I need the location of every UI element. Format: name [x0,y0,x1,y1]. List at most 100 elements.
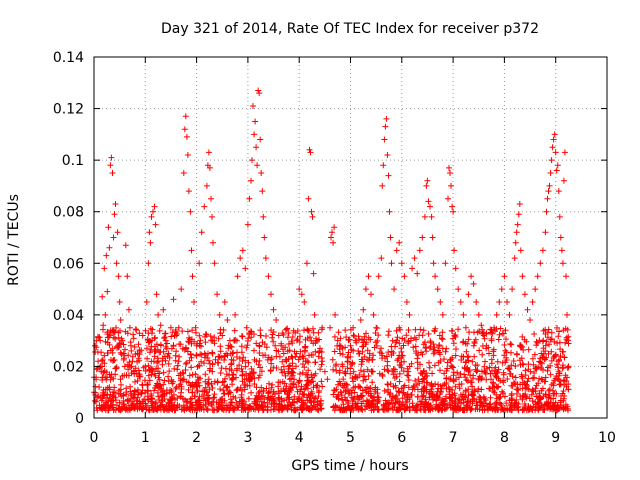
y-tick-labels: 0 0.02 0.04 0.06 0.08 0.1 0.12 0.14 [53,50,84,427]
data-point [98,397,105,404]
data-point [182,113,189,120]
data-point [432,273,439,280]
data-point [153,341,160,348]
data-point [116,387,123,394]
data-point [131,344,138,350]
data-point [139,400,146,407]
data-point [185,188,192,195]
data-point [555,333,562,340]
data-point [507,340,514,347]
data-point [509,286,516,293]
data-point [520,347,527,353]
data-point [275,403,282,410]
data-point [544,367,551,374]
data-point [539,402,545,409]
data-point [413,381,420,388]
data-point [435,359,442,366]
data-point [515,211,522,218]
data-point [414,393,421,400]
data-point [499,359,506,366]
data-point [92,389,99,396]
data-point [258,368,265,375]
data-point [385,381,391,388]
data-point [240,354,247,361]
data-point [508,362,515,369]
data-point [159,361,166,368]
data-point [271,406,278,412]
data-point [304,327,311,334]
data-point [513,390,520,397]
data-point [175,324,182,331]
data-point [523,407,530,414]
data-point [135,355,142,362]
x-tick-label: 10 [598,430,616,446]
data-point [494,384,501,391]
data-point [155,358,162,365]
data-point [229,371,236,378]
data-point [414,355,421,362]
data-point [105,407,111,414]
data-point [257,136,264,143]
data-point [134,358,141,365]
data-point [252,118,259,125]
data-point [386,208,393,215]
data-point [426,359,432,366]
data-point [463,348,470,355]
data-point [462,374,469,381]
data-point [296,353,303,360]
data-point [226,407,232,414]
data-point [420,385,427,392]
data-point [384,152,391,158]
data-point [530,361,537,368]
data-point [307,149,314,156]
data-point [209,398,216,405]
data-point [385,406,391,413]
data-point [337,343,344,350]
data-point [146,229,153,236]
data-point [178,386,185,392]
data-point [198,229,205,236]
data-point [145,387,151,394]
data-point [168,345,175,352]
data-point [145,372,152,379]
data-point [470,372,477,379]
data-point [384,400,391,407]
data-point [467,405,474,412]
data-point [300,401,307,408]
data-point [273,347,280,354]
data-point [442,348,449,355]
data-point [150,208,156,215]
data-point [263,333,269,339]
data-point [452,395,459,402]
x-tick-label: 6 [397,430,406,446]
data-point [112,201,119,207]
data-point [521,336,528,343]
data-point [550,380,557,387]
data-point [318,405,325,412]
data-point [502,327,509,334]
data-point [239,387,245,394]
data-point [480,332,487,339]
data-point [172,352,179,359]
data-point [291,376,298,383]
data-point [390,350,397,356]
data-point [345,337,352,344]
data-point [270,389,277,395]
data-point [239,397,246,404]
data-point [279,330,286,337]
data-point [482,397,489,404]
data-point [494,358,501,365]
data-point [171,407,178,414]
data-point [144,393,151,400]
data-point [286,389,293,395]
data-point [503,336,509,343]
data-point [565,337,571,344]
data-point [301,364,308,371]
data-point [537,260,544,267]
data-point [98,357,105,364]
data-point [139,382,146,389]
data-point [251,400,258,407]
data-point [242,406,249,413]
data-point [311,311,318,318]
data-point [344,353,351,360]
